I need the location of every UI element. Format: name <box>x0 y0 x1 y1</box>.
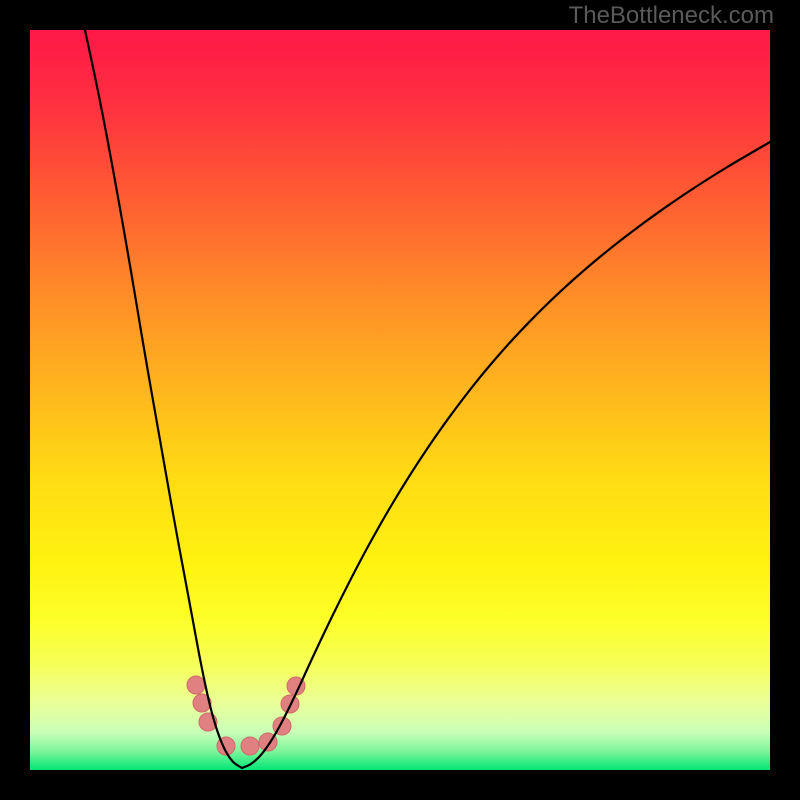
plot-area <box>30 30 770 770</box>
right-curve <box>242 142 770 768</box>
scatter-point <box>187 676 205 694</box>
scatter-point <box>241 737 259 755</box>
left-curve <box>85 30 242 768</box>
chart-container: TheBottleneck.com <box>0 0 800 800</box>
watermark-label: TheBottleneck.com <box>569 2 774 30</box>
curve-layer <box>30 30 770 770</box>
